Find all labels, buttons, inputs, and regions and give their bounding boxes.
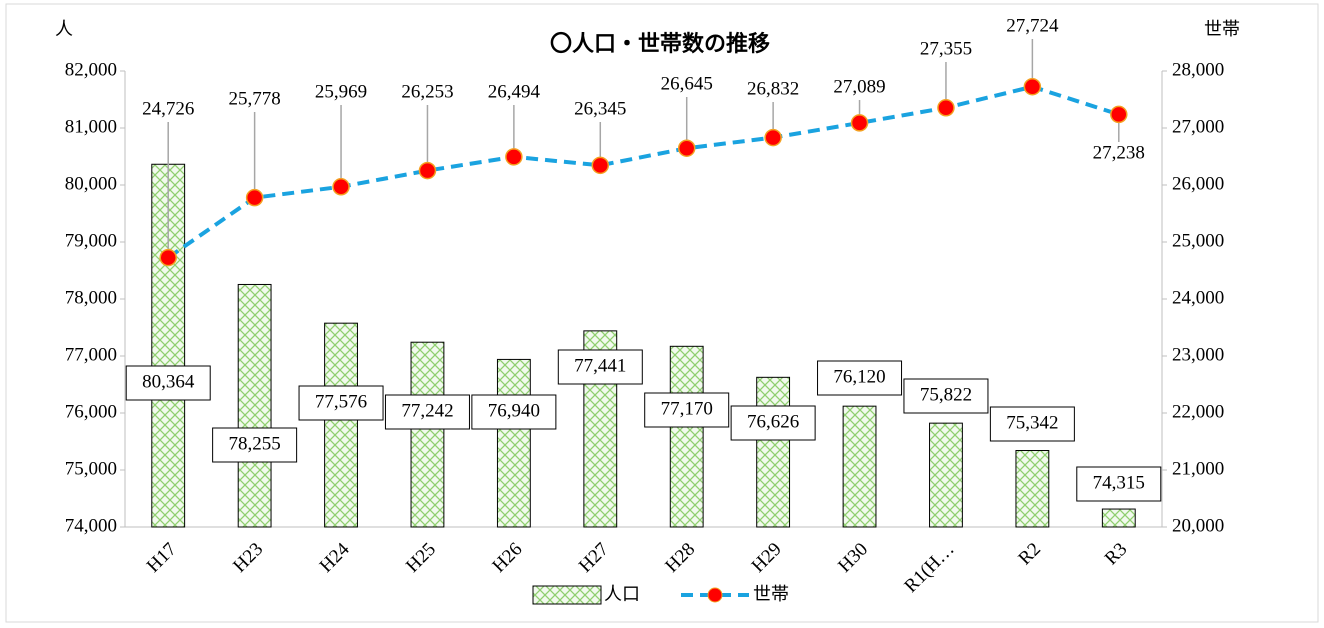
bar bbox=[1101, 508, 1136, 528]
marker bbox=[1110, 105, 1128, 124]
x-tick-label: H17 bbox=[143, 539, 181, 577]
x-tick-label: H24 bbox=[316, 538, 354, 576]
y-tick-label: 82,000 bbox=[65, 59, 117, 80]
x-tick-label: H29 bbox=[748, 539, 786, 577]
x-tick-label: H26 bbox=[488, 539, 526, 577]
marker bbox=[764, 128, 782, 147]
y-tick-label: 75,000 bbox=[65, 458, 117, 479]
data-label: 75,822 bbox=[920, 384, 972, 405]
y-axis-label: 人 bbox=[55, 19, 73, 40]
data-label: 78,255 bbox=[229, 433, 281, 454]
x-tick-label: H30 bbox=[834, 539, 872, 577]
data-label: 25,969 bbox=[315, 81, 367, 102]
data-label-box bbox=[212, 427, 298, 463]
data-label: 27,355 bbox=[920, 38, 972, 59]
bar bbox=[842, 405, 877, 528]
legend-label: 人口 bbox=[604, 584, 640, 605]
bar bbox=[496, 358, 531, 528]
y-tick-label: 74,000 bbox=[65, 515, 117, 536]
data-label-box bbox=[557, 349, 643, 385]
data-label-box bbox=[903, 378, 989, 414]
bar bbox=[324, 322, 358, 528]
data-label: 25,778 bbox=[229, 88, 281, 109]
data-label: 77,170 bbox=[661, 398, 713, 419]
y2-tick-label: 26,000 bbox=[1172, 173, 1224, 194]
marker bbox=[850, 114, 869, 132]
y2-tick-label: 20,000 bbox=[1172, 515, 1224, 536]
marker bbox=[677, 139, 696, 157]
x-tick-label: H27 bbox=[575, 539, 613, 577]
data-label: 75,342 bbox=[1006, 412, 1058, 433]
marker bbox=[1023, 77, 1042, 96]
data-label-box bbox=[298, 385, 384, 421]
bar bbox=[756, 376, 791, 528]
y-tick-label: 76,000 bbox=[65, 401, 117, 422]
y2-axis-label: 世帯 bbox=[1204, 19, 1240, 40]
bar bbox=[669, 345, 704, 528]
bar bbox=[151, 163, 186, 528]
data-label: 26,645 bbox=[661, 73, 713, 94]
x-tick-label: H23 bbox=[229, 539, 267, 577]
y2-tick-label: 24,000 bbox=[1172, 287, 1224, 308]
data-label-box bbox=[817, 360, 903, 396]
x-tick-label: R1(H… bbox=[900, 539, 958, 597]
data-label: 27,724 bbox=[1006, 15, 1059, 36]
chart-frame bbox=[5, 3, 1319, 623]
chart-title: 〇人口・世帯数の推移 bbox=[550, 31, 770, 57]
data-label: 74,315 bbox=[1093, 472, 1145, 493]
y2-tick-label: 27,000 bbox=[1172, 116, 1224, 137]
data-label: 26,832 bbox=[747, 78, 799, 99]
marker bbox=[245, 188, 264, 207]
x-tick-label: H28 bbox=[661, 539, 699, 577]
bar bbox=[929, 422, 963, 528]
data-label: 76,626 bbox=[747, 411, 799, 432]
data-label-box bbox=[1076, 466, 1162, 502]
data-label: 24,726 bbox=[142, 98, 194, 119]
y-tick-label: 81,000 bbox=[65, 116, 117, 137]
data-label-box bbox=[989, 406, 1075, 442]
data-label: 76,120 bbox=[833, 366, 885, 387]
data-label: 26,253 bbox=[401, 81, 453, 102]
data-label-box bbox=[384, 394, 470, 430]
marker bbox=[937, 99, 955, 117]
bar bbox=[237, 283, 272, 528]
y2-tick-label: 28,000 bbox=[1172, 59, 1224, 80]
marker bbox=[332, 178, 350, 196]
marker bbox=[591, 156, 610, 175]
y2-tick-label: 22,000 bbox=[1172, 401, 1224, 422]
bar bbox=[410, 341, 445, 528]
y2-tick-label: 23,000 bbox=[1172, 344, 1224, 365]
data-label: 77,441 bbox=[574, 355, 626, 376]
marker bbox=[418, 161, 437, 180]
data-label: 77,242 bbox=[401, 400, 453, 421]
bar bbox=[1015, 450, 1050, 528]
data-label-box bbox=[644, 392, 730, 428]
y-tick-label: 78,000 bbox=[65, 287, 117, 308]
data-label: 77,576 bbox=[315, 391, 367, 412]
data-label-box bbox=[125, 365, 211, 401]
y2-tick-label: 21,000 bbox=[1172, 458, 1224, 479]
x-tick-label: H25 bbox=[402, 539, 440, 577]
legend-label: 世帯 bbox=[753, 584, 789, 605]
y-tick-label: 80,000 bbox=[65, 173, 117, 194]
legend-swatch bbox=[532, 585, 602, 605]
x-tick-label: R3 bbox=[1101, 539, 1132, 570]
x-tick-label: R2 bbox=[1014, 539, 1045, 570]
y-tick-label: 77,000 bbox=[65, 344, 117, 365]
data-label: 26,494 bbox=[488, 81, 541, 102]
data-label: 27,089 bbox=[833, 76, 885, 97]
marker bbox=[159, 248, 177, 267]
data-label-box bbox=[730, 405, 816, 441]
data-label: 80,364 bbox=[142, 371, 195, 392]
line bbox=[167, 84, 1120, 260]
data-label-box bbox=[471, 394, 557, 430]
data-label: 27,238 bbox=[1093, 142, 1145, 163]
y2-tick-label: 25,000 bbox=[1172, 230, 1224, 251]
y-tick-label: 79,000 bbox=[65, 230, 117, 251]
data-label: 26,345 bbox=[574, 98, 626, 119]
data-label: 76,940 bbox=[488, 400, 540, 421]
marker bbox=[505, 148, 523, 166]
legend-marker bbox=[707, 587, 723, 603]
